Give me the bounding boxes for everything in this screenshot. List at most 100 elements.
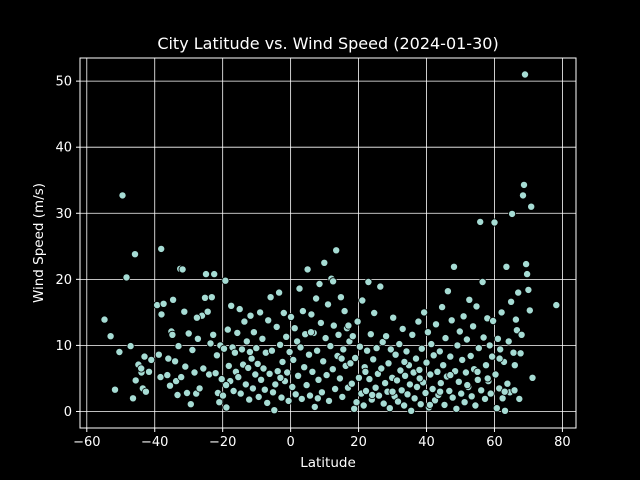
data-point (291, 390, 300, 399)
data-point (400, 401, 409, 410)
data-point (273, 367, 282, 376)
data-point (436, 387, 445, 396)
data-point (401, 371, 410, 380)
data-point (410, 394, 419, 403)
data-point (391, 350, 400, 359)
data-point (122, 273, 131, 282)
data-point (378, 338, 387, 347)
data-point (512, 326, 521, 335)
data-point (193, 334, 202, 343)
data-point (248, 384, 257, 393)
data-point (426, 370, 435, 379)
data-point (284, 396, 293, 405)
data-point (290, 324, 299, 333)
data-point (504, 337, 513, 346)
data-point (488, 352, 497, 361)
data-point (334, 330, 343, 339)
data-point (329, 277, 338, 286)
data-point (181, 362, 190, 371)
data-point (408, 330, 417, 339)
data-point (379, 399, 388, 408)
data-point (315, 279, 324, 288)
data-point (414, 317, 423, 326)
data-point (278, 357, 287, 366)
x-tick-label: 20 (350, 435, 367, 450)
data-point (486, 389, 495, 398)
data-point (351, 353, 360, 362)
data-point (445, 386, 454, 395)
data-point (326, 342, 335, 351)
data-point (296, 343, 305, 352)
data-point (164, 354, 173, 363)
data-point (348, 332, 357, 341)
data-point (271, 380, 280, 389)
data-point (395, 340, 404, 349)
data-point (195, 384, 204, 393)
data-point (446, 371, 455, 380)
data-point (285, 347, 294, 356)
x-tick-label: −60 (73, 435, 100, 450)
data-point (398, 324, 407, 333)
data-point (447, 316, 456, 325)
y-axis-label: Wind Speed (m/s) (31, 183, 47, 303)
data-point (173, 390, 182, 399)
data-point (507, 297, 516, 306)
data-point (467, 392, 476, 401)
data-point (253, 359, 262, 368)
data-point (511, 315, 520, 324)
data-point (411, 354, 420, 363)
data-point (206, 339, 215, 348)
data-point (241, 380, 250, 389)
data-point (489, 316, 498, 325)
data-point (212, 351, 221, 360)
data-point (156, 373, 165, 382)
data-point (209, 330, 218, 339)
data-point (443, 287, 452, 296)
data-point (317, 388, 326, 397)
data-point (509, 348, 518, 357)
data-point (338, 392, 347, 401)
data-point (371, 383, 380, 392)
data-point (200, 293, 209, 302)
data-point (417, 344, 426, 353)
data-point (328, 365, 337, 374)
data-point (428, 384, 437, 393)
data-point (478, 277, 487, 286)
data-point (393, 397, 402, 406)
data-point (476, 217, 485, 226)
data-point (279, 308, 288, 317)
data-point (140, 352, 149, 361)
data-point (473, 367, 482, 376)
data-point (463, 381, 472, 390)
data-point (188, 345, 197, 354)
data-point (259, 364, 268, 373)
data-point (128, 394, 137, 403)
data-point (264, 316, 273, 325)
data-point (523, 270, 532, 279)
data-point (491, 370, 500, 379)
data-point (452, 404, 461, 413)
data-point (217, 375, 226, 384)
data-point (306, 328, 315, 337)
data-point (282, 332, 291, 341)
data-point (385, 404, 394, 413)
data-point (460, 398, 469, 407)
data-point (313, 394, 322, 403)
data-point (369, 355, 378, 364)
data-point (344, 321, 353, 330)
data-point (177, 373, 186, 382)
data-point (381, 379, 390, 388)
data-point (449, 262, 458, 271)
data-point (294, 371, 303, 380)
data-point (440, 400, 449, 409)
data-point (111, 385, 120, 394)
data-point (361, 386, 370, 395)
data-point (353, 317, 362, 326)
data-point (433, 367, 442, 376)
data-point (308, 367, 317, 376)
data-point (180, 307, 189, 316)
data-point (298, 307, 307, 316)
data-point (141, 387, 150, 396)
data-point (233, 328, 242, 337)
data-point (361, 367, 370, 376)
